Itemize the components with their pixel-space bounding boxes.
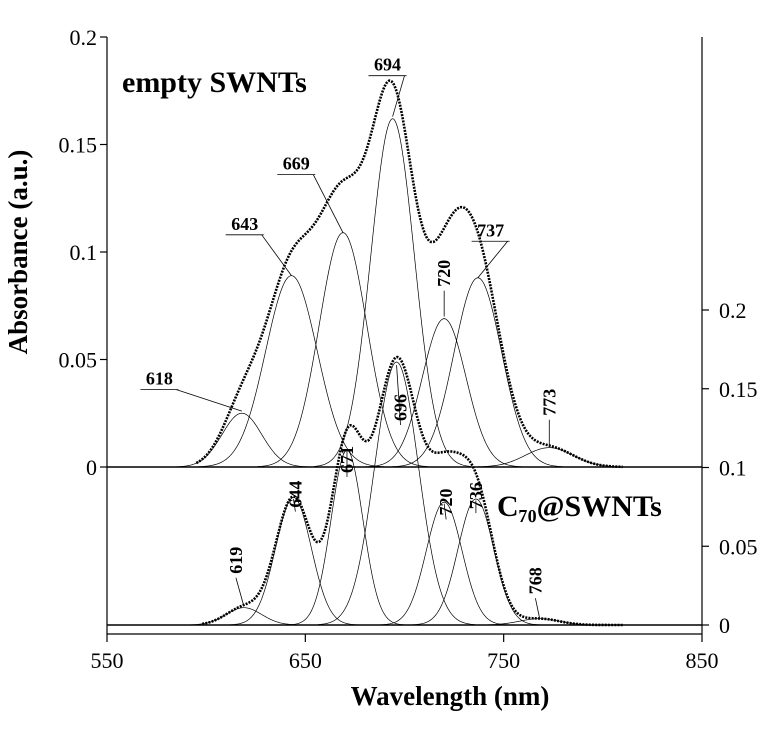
left-y-tick-label-4: 0.2 bbox=[70, 25, 98, 50]
bottom-peak-label-644: 644 bbox=[285, 481, 305, 508]
top-component-773 bbox=[463, 447, 635, 468]
bottom-peak-label-619: 619 bbox=[226, 547, 246, 574]
bottom-leader-720 bbox=[443, 503, 447, 520]
top-leader-618 bbox=[176, 389, 242, 412]
top-peak-label-643: 643 bbox=[231, 214, 258, 234]
top-component-618 bbox=[176, 412, 314, 468]
bottom-component-671 bbox=[289, 449, 404, 626]
top-envelope bbox=[195, 79, 623, 469]
top-peak-label-720: 720 bbox=[434, 260, 454, 287]
top-peak-label-694: 694 bbox=[374, 55, 401, 75]
bottom-peak-label-768: 768 bbox=[525, 567, 545, 594]
bottom-leader-619 bbox=[235, 577, 245, 607]
right-y-tick-label-3: 0.15 bbox=[719, 377, 758, 402]
top-component-643 bbox=[198, 275, 385, 468]
top-component-737 bbox=[392, 277, 563, 468]
bottom-component-736 bbox=[411, 498, 540, 626]
bottom-component-644 bbox=[229, 497, 358, 626]
bottom-leader-768 bbox=[535, 598, 540, 618]
top-component-720 bbox=[365, 318, 523, 468]
top-peak-label-737: 737 bbox=[477, 220, 504, 240]
bottom-peak-label-696: 696 bbox=[391, 394, 411, 421]
x-tick-label-650: 650 bbox=[289, 648, 322, 673]
right-y-tick-label-2: 0.1 bbox=[719, 456, 747, 481]
axes: Wavelength (nm) Absorbance (a.u.) 550 650… bbox=[3, 25, 758, 711]
top-peak-label-773: 773 bbox=[539, 389, 559, 416]
top-leader-737 bbox=[477, 240, 508, 279]
plot-frame bbox=[106, 37, 703, 635]
bottom-leader-644 bbox=[293, 498, 296, 512]
x-tick-label-850: 850 bbox=[686, 648, 719, 673]
panel-title-empty-swnts: empty SWNTs bbox=[122, 66, 307, 99]
top-leader-643 bbox=[261, 234, 292, 276]
x-tick-label-750: 750 bbox=[487, 648, 520, 673]
bottom-envelope bbox=[202, 355, 623, 627]
panel-empty-swnts: empty SWNTs 618 643 669 694 720 737 773 bbox=[107, 55, 702, 469]
bottom-component-720 bbox=[379, 501, 508, 626]
top-peak-label-618: 618 bbox=[146, 369, 173, 389]
left-y-tick-label-3: 0.15 bbox=[59, 133, 98, 158]
left-y-tick-label-0: 0 bbox=[86, 455, 97, 480]
panel-c70-swnts: C₇₀@SWNTs 619 644 671 696 720 736 768 bbox=[107, 355, 702, 627]
x-axis-title: Wavelength (nm) bbox=[351, 681, 550, 711]
x-tick-label-550: 550 bbox=[91, 648, 124, 673]
panel-title-c70-swnts: C₇₀@SWNTs bbox=[497, 490, 662, 523]
right-y-tick-label-1: 0.05 bbox=[719, 534, 758, 559]
bottom-leader-696 bbox=[396, 365, 401, 426]
right-y-tick-label-0: 0 bbox=[719, 613, 730, 638]
right-y-tick-label-4: 0.2 bbox=[719, 298, 747, 323]
left-y-tick-label-2: 0.1 bbox=[70, 240, 98, 265]
top-leader-669 bbox=[312, 174, 344, 233]
bottom-component-696 bbox=[318, 361, 475, 625]
top-peak-label-669: 669 bbox=[283, 154, 310, 174]
bottom-component-619 bbox=[182, 607, 308, 626]
top-leader-694 bbox=[392, 75, 405, 117]
bottom-peak-label-671: 671 bbox=[337, 446, 357, 473]
y-axis-title: Absorbance (a.u.) bbox=[3, 150, 33, 355]
left-y-tick-label-1: 0.05 bbox=[59, 348, 98, 373]
bottom-peak-label-720: 720 bbox=[436, 488, 456, 515]
bottom-peak-label-736: 736 bbox=[466, 482, 486, 509]
